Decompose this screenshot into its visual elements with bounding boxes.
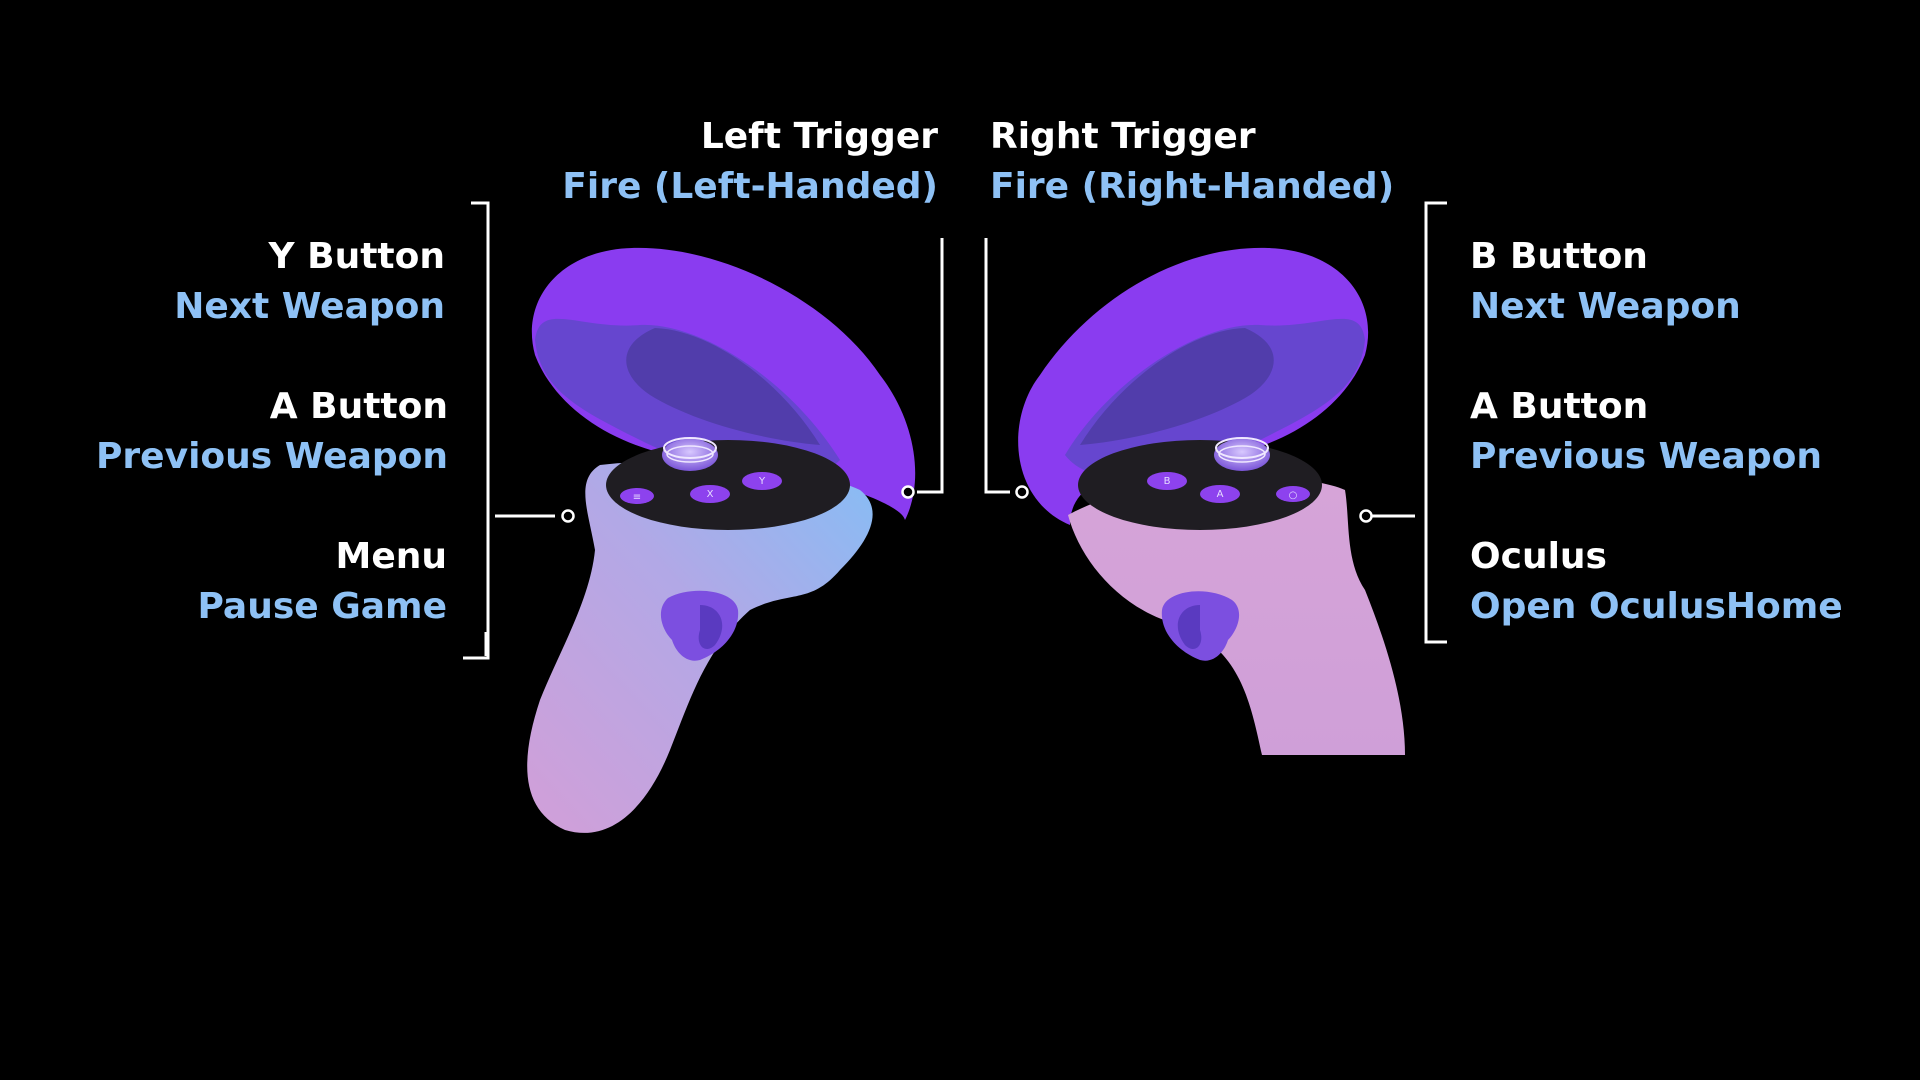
oculus-icon: ○ xyxy=(1289,490,1298,501)
left-thumbstick-ring-2 xyxy=(666,445,714,463)
menu-icon: ≡ xyxy=(633,492,641,503)
b-button-label: B Button Next Weapon xyxy=(1470,232,1741,332)
oculus-name: Oculus xyxy=(1470,536,1607,577)
a-button-left-action: Previous Weapon xyxy=(96,436,448,477)
a-button-right-action: Previous Weapon xyxy=(1470,436,1822,477)
oculus-label: Oculus Open OculusHome xyxy=(1470,532,1843,632)
y-button-action: Next Weapon xyxy=(174,286,445,327)
a-button-left-label: A Button Previous Weapon xyxy=(96,382,448,482)
right-trigger-leader xyxy=(984,238,1010,494)
menu-label: Menu Pause Game xyxy=(198,532,448,632)
left-trigger-shade xyxy=(698,605,723,650)
b-glyph: B xyxy=(1164,476,1171,487)
right-thumbstick-ring xyxy=(1215,437,1269,459)
left-trigger-callout-dot xyxy=(901,485,915,499)
left-ring-inner-band xyxy=(535,318,840,480)
left-face-plate xyxy=(606,440,850,530)
menu-action: Pause Game xyxy=(197,586,448,627)
right-callout-dot xyxy=(1359,509,1373,523)
right-trigger-callout-dot xyxy=(1015,485,1029,499)
b-button-action: Next Weapon xyxy=(1470,286,1741,327)
left-bracket xyxy=(463,201,490,660)
a-button-left-name: A Button xyxy=(269,386,448,427)
right-b-button: B xyxy=(1147,472,1187,490)
b-button-name: B Button xyxy=(1470,236,1648,277)
oculus-action: Open OculusHome xyxy=(1470,586,1843,627)
right-trigger-shade xyxy=(1177,605,1202,650)
left-trigger-leader xyxy=(917,238,944,494)
left-menu-button: ≡ xyxy=(620,488,654,504)
left-y-button: Y xyxy=(742,472,782,490)
right-bracket xyxy=(1424,201,1447,644)
left-controller: ≡ X Y xyxy=(527,247,916,833)
y-button-label: Y Button Next Weapon xyxy=(174,232,445,332)
left-x-button: X xyxy=(690,485,730,503)
right-ring-inner-band xyxy=(1065,318,1365,478)
right-face-plate xyxy=(1078,440,1322,530)
right-thumbstick-ring-2 xyxy=(1218,445,1266,463)
menu-name: Menu xyxy=(335,536,448,577)
y-button-name: Y Button xyxy=(268,236,445,277)
y-glyph: Y xyxy=(758,476,766,487)
left-callout-dot xyxy=(561,509,575,523)
left-trigger-name: Left Trigger xyxy=(700,116,938,157)
a-button-right-label: A Button Previous Weapon xyxy=(1470,382,1822,482)
left-trigger-label: Left Trigger Fire (Left-Handed) xyxy=(562,112,938,212)
right-controller: B A ○ xyxy=(1018,247,1405,755)
a-glyph: A xyxy=(1217,489,1224,500)
right-a-button: A xyxy=(1200,485,1240,503)
a-button-right-name: A Button xyxy=(1470,386,1649,427)
x-glyph: X xyxy=(707,489,714,500)
right-trigger-shape xyxy=(1161,591,1240,661)
right-trigger-label: Right Trigger Fire (Right-Handed) xyxy=(990,112,1394,212)
left-thumbstick-ring xyxy=(663,437,717,459)
right-trigger-name: Right Trigger xyxy=(990,116,1256,157)
left-trigger-action: Fire (Left-Handed) xyxy=(562,166,938,207)
right-oculus-button: ○ xyxy=(1276,486,1310,502)
right-trigger-action: Fire (Right-Handed) xyxy=(990,166,1395,207)
left-trigger-shape xyxy=(660,590,739,661)
